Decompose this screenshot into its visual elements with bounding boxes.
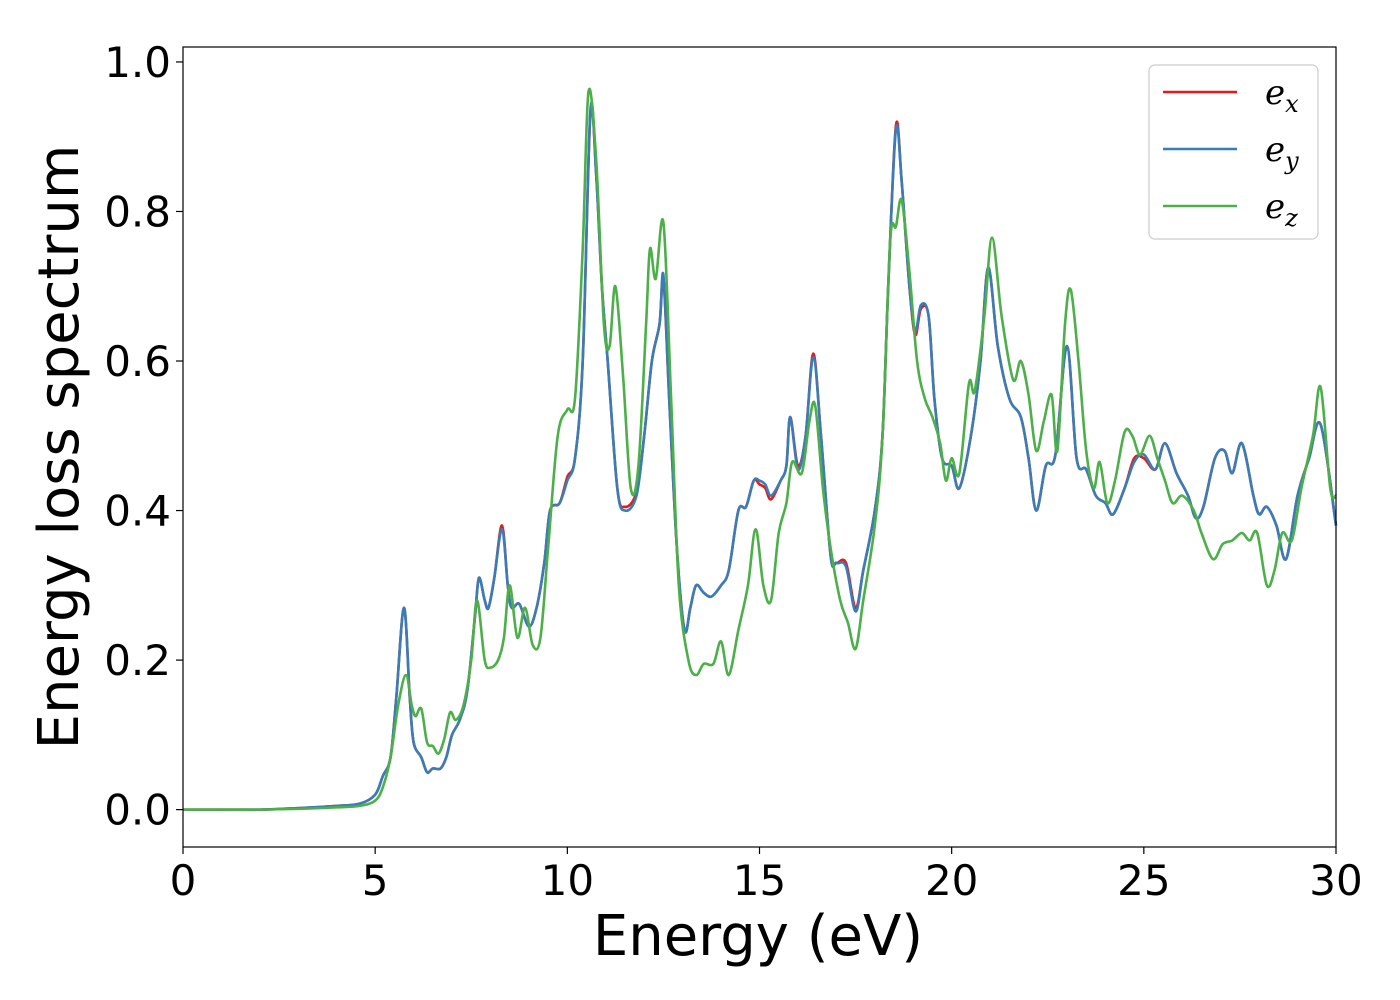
series-line-z [183,87,1338,811]
x-tick-label: 20 [925,856,978,905]
x-tick-label: 0 [170,856,197,905]
y-axis-label: Energy loss spectrum [27,145,92,750]
y-tick-label: 1.0 [104,38,171,87]
x-tick-label: 10 [541,856,594,905]
x-tick-label: 5 [362,856,389,905]
series-lines [183,87,1338,812]
y-tick-label: 0.2 [104,636,171,685]
x-axis-label: Energy (eV) [593,904,923,969]
legend-box [1148,64,1319,240]
x-tick-label: 30 [1309,856,1362,905]
y-tick-label: 0.8 [104,187,171,236]
legend-label-y: ey [1265,130,1299,175]
x-tick-label: 25 [1117,856,1170,905]
legend: ex ey ez [1148,64,1319,240]
series-line-y [183,101,1338,812]
legend-label-z: ez [1265,187,1298,232]
y-tick-label: 0.6 [104,337,171,386]
x-tick-label: 15 [733,856,786,905]
y-tick-label: 0.4 [104,487,171,536]
axes: 0 5 10 15 20 25 30 0.0 0.2 0.4 0.6 0.8 1.0 [104,38,1363,905]
legend-label-x: ex [1265,73,1299,118]
y-tick-label: 0.0 [104,786,171,835]
